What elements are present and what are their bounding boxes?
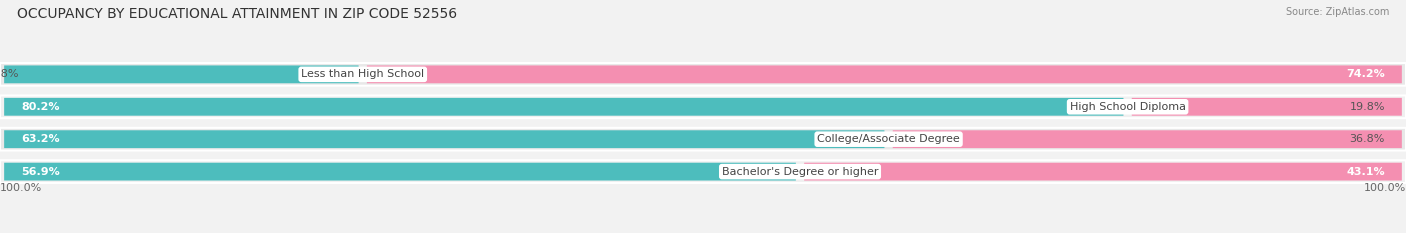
Text: Source: ZipAtlas.com: Source: ZipAtlas.com <box>1285 7 1389 17</box>
Text: 80.2%: 80.2% <box>21 102 59 112</box>
Text: College/Associate Degree: College/Associate Degree <box>817 134 960 144</box>
FancyBboxPatch shape <box>4 98 1123 116</box>
FancyBboxPatch shape <box>4 163 796 181</box>
Text: OCCUPANCY BY EDUCATIONAL ATTAINMENT IN ZIP CODE 52556: OCCUPANCY BY EDUCATIONAL ATTAINMENT IN Z… <box>17 7 457 21</box>
FancyBboxPatch shape <box>4 130 884 148</box>
Text: 43.1%: 43.1% <box>1347 167 1385 177</box>
FancyBboxPatch shape <box>893 130 1402 148</box>
FancyBboxPatch shape <box>0 128 1406 151</box>
Text: 63.2%: 63.2% <box>21 134 59 144</box>
FancyBboxPatch shape <box>804 163 1402 181</box>
Text: 25.8%: 25.8% <box>0 69 18 79</box>
Text: Less than High School: Less than High School <box>301 69 425 79</box>
FancyBboxPatch shape <box>4 65 359 83</box>
FancyBboxPatch shape <box>1132 98 1402 116</box>
Text: 74.2%: 74.2% <box>1346 69 1385 79</box>
FancyBboxPatch shape <box>0 96 1406 118</box>
Text: 100.0%: 100.0% <box>0 183 42 193</box>
Text: 100.0%: 100.0% <box>1364 183 1406 193</box>
Text: 19.8%: 19.8% <box>1350 102 1385 112</box>
FancyBboxPatch shape <box>0 63 1406 86</box>
Text: High School Diploma: High School Diploma <box>1070 102 1185 112</box>
FancyBboxPatch shape <box>367 65 1402 83</box>
Text: 36.8%: 36.8% <box>1350 134 1385 144</box>
Text: 56.9%: 56.9% <box>21 167 60 177</box>
FancyBboxPatch shape <box>0 160 1406 183</box>
Text: Bachelor's Degree or higher: Bachelor's Degree or higher <box>721 167 879 177</box>
